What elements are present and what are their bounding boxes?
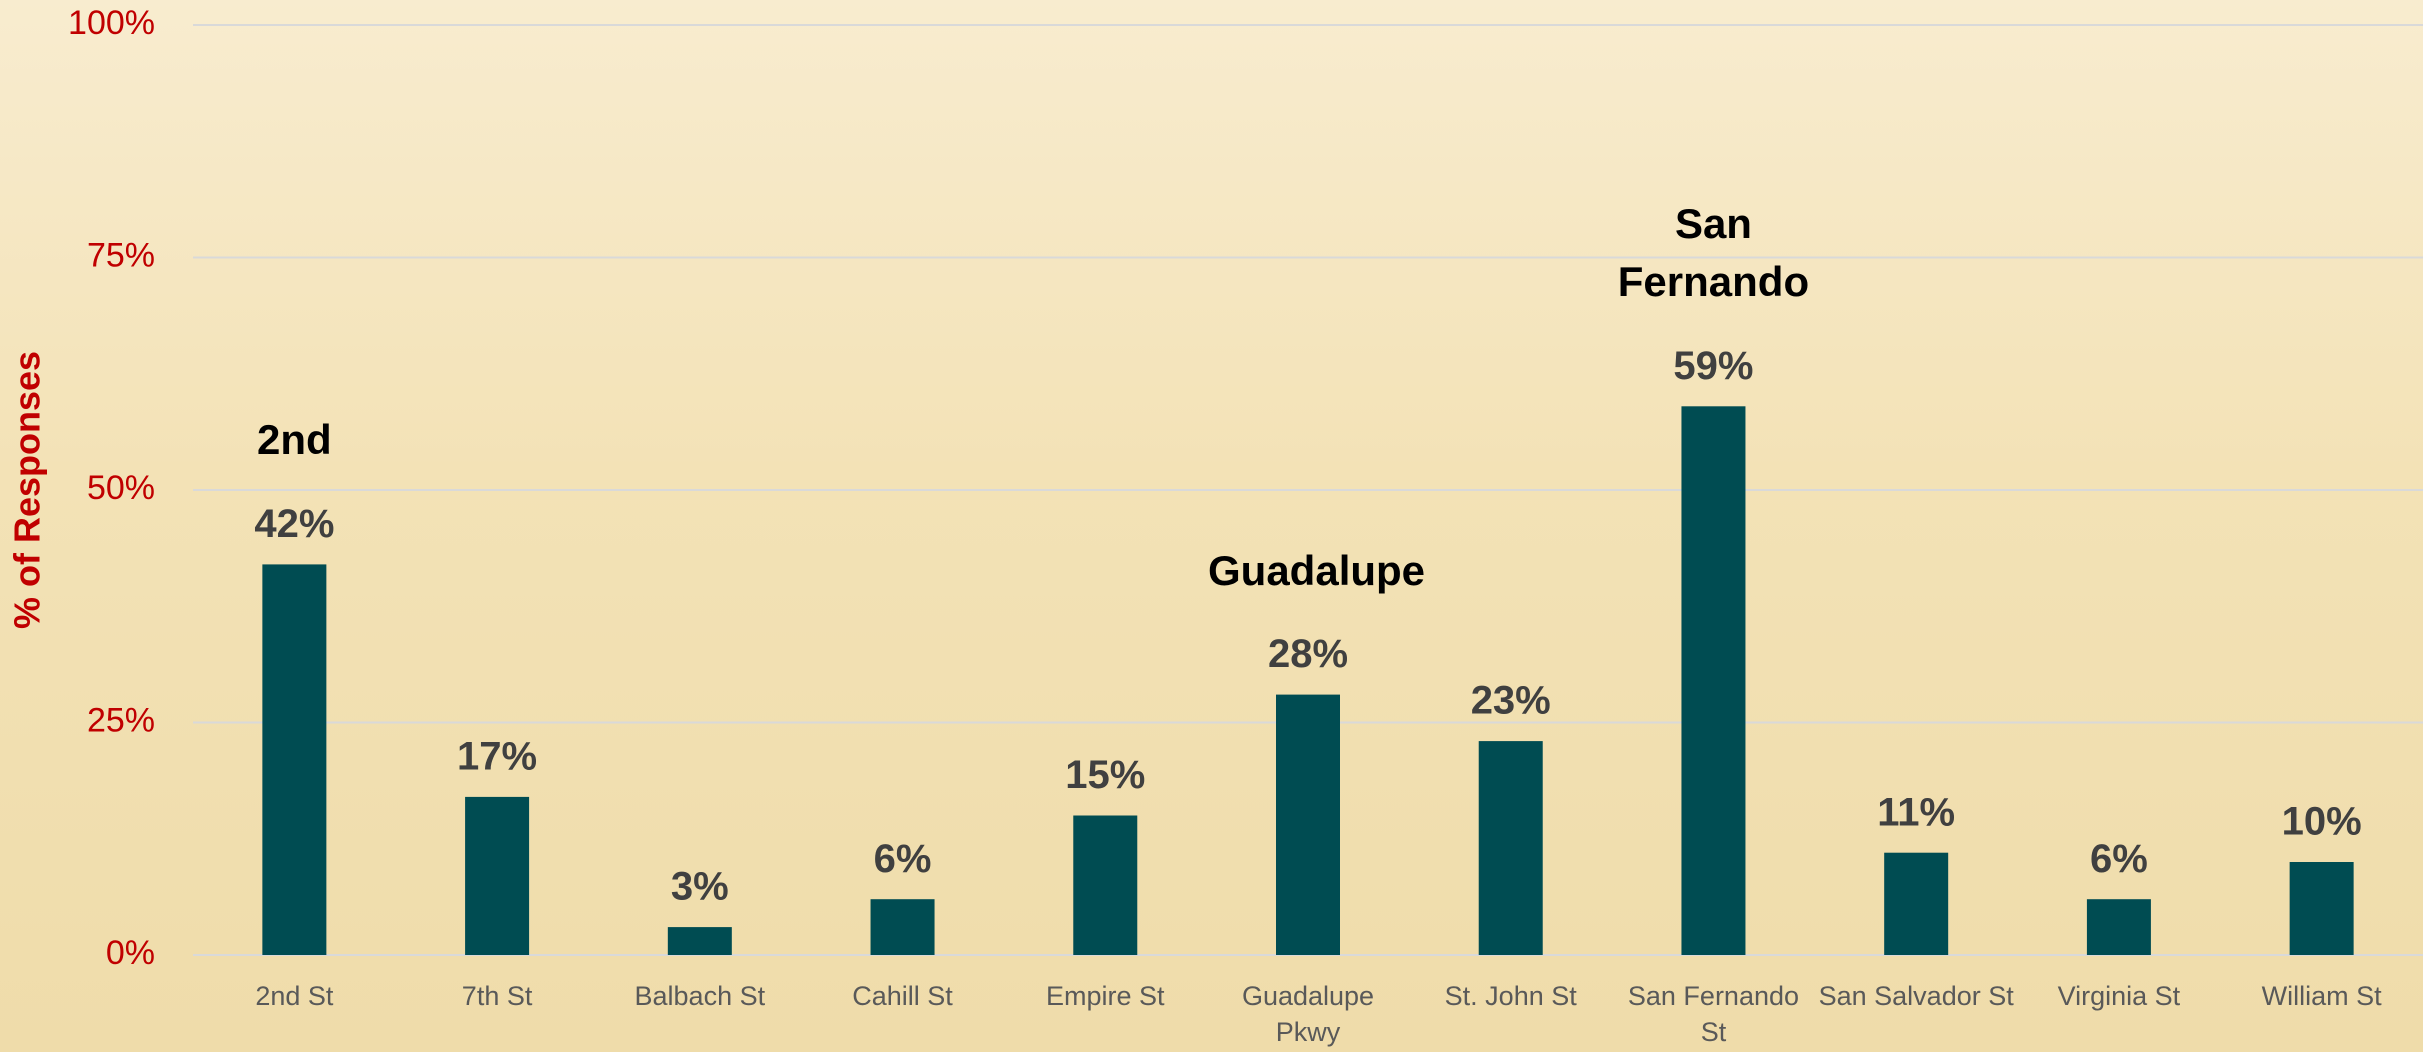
- bar: [2289, 862, 2354, 955]
- bar: [1073, 815, 1138, 955]
- x-tick-label: Balbach St: [634, 981, 766, 1011]
- value-label: 6%: [2090, 837, 2148, 881]
- x-tick-label: Empire St: [1045, 981, 1165, 1011]
- value-label: 10%: [2282, 800, 2362, 844]
- value-label: 28%: [1268, 632, 1348, 676]
- annotation: 2nd: [257, 416, 332, 464]
- y-tick-label: 0%: [106, 934, 155, 972]
- bar: [1276, 694, 1340, 955]
- annotation: Guadalupe: [1208, 546, 1426, 594]
- x-tick-label: St. John St: [1444, 981, 1577, 1011]
- value-label: 17%: [457, 734, 537, 778]
- bar: [262, 564, 327, 955]
- bar: [667, 927, 732, 955]
- x-tick-label: 2nd St: [255, 981, 334, 1011]
- x-tick-label: San Fernando St: [1627, 981, 1800, 1047]
- y-axis-label: % of Responses: [7, 351, 48, 629]
- annotation: San Fernando: [1617, 200, 1810, 306]
- value-label: 59%: [1673, 344, 1753, 388]
- bar: [1681, 406, 1746, 955]
- value-label: 15%: [1065, 753, 1145, 797]
- x-tick-label: Virginia St: [2057, 981, 2181, 1011]
- bar: [1478, 741, 1543, 955]
- y-tick-label: 100%: [68, 4, 155, 42]
- value-label: 42%: [254, 502, 334, 546]
- bar: [870, 899, 935, 955]
- value-label: 11%: [1877, 790, 1955, 834]
- x-tick-label: Guadalupe Pkwy: [1241, 981, 1375, 1047]
- x-tick-label: 7th St: [461, 981, 533, 1011]
- value-label: 23%: [1471, 679, 1551, 723]
- x-tick-label: Cahill St: [852, 981, 953, 1011]
- x-tick-label: William St: [2261, 981, 2382, 1011]
- bar: [465, 796, 530, 955]
- bar: [1884, 852, 1949, 955]
- value-label: 6%: [874, 837, 932, 881]
- value-label: 3%: [671, 865, 729, 909]
- y-tick-label: 25%: [87, 701, 155, 739]
- y-tick-label: 75%: [87, 236, 155, 274]
- x-tick-label: San Salvador St: [1818, 981, 2014, 1011]
- y-tick-label: 50%: [87, 469, 155, 507]
- bar: [2086, 899, 2151, 955]
